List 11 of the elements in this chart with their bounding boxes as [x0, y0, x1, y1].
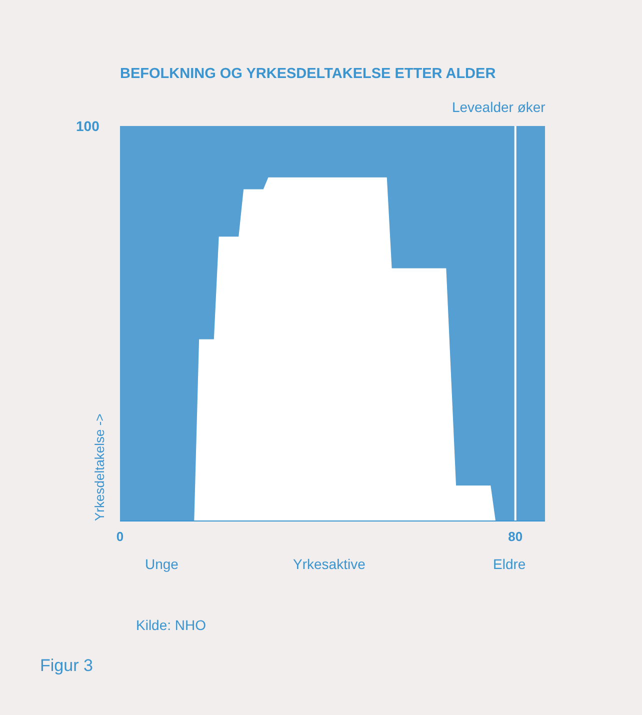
chart-title: BEFOLKNING OG YRKESDELTAKELSE ETTER ALDER	[120, 66, 496, 82]
ref-line-label: Levealder øker	[452, 99, 546, 115]
y-axis-title: Yrkesdeltakelse ->	[92, 414, 107, 521]
text: Kilde: NHO	[136, 617, 206, 633]
text: 100	[76, 118, 100, 134]
text: Yrkesaktive	[293, 556, 366, 572]
text: Figur 3	[40, 656, 93, 676]
text: Eldre	[493, 556, 526, 572]
x-tick-label: 80	[508, 529, 523, 544]
x-tick-label: 0	[116, 529, 124, 544]
text: Unge	[145, 556, 178, 572]
